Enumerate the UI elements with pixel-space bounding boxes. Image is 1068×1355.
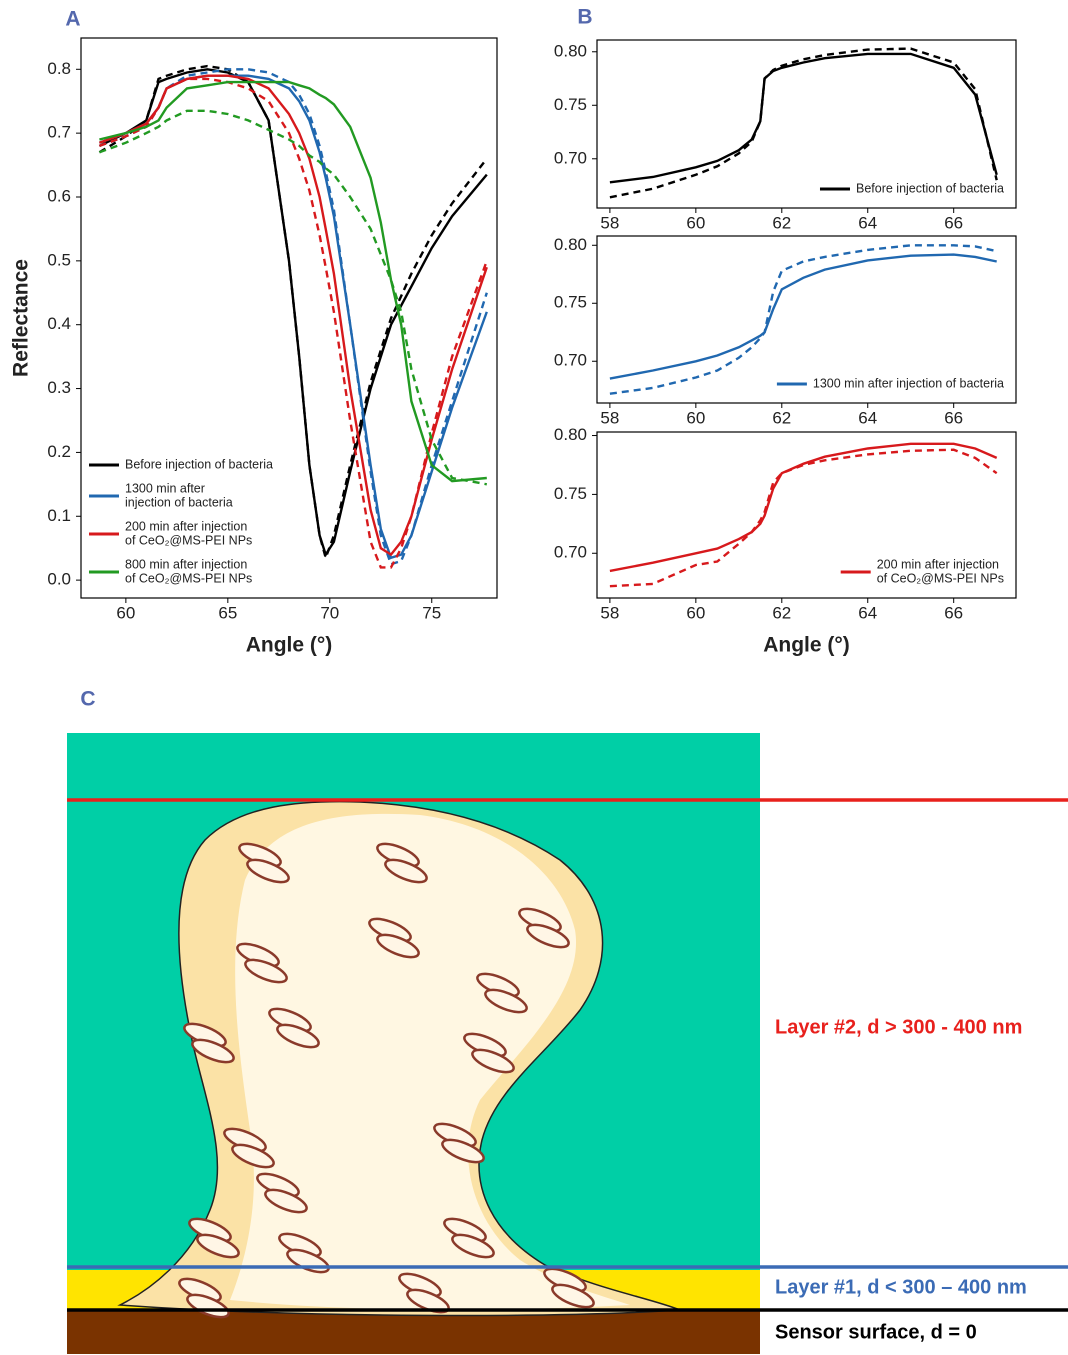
panel-label: A (65, 8, 80, 31)
diagram (67, 733, 760, 1354)
legend: Before injection of bacteria 1300 min aft… (89, 457, 273, 585)
legend-label: of CeO₂@MS-PEI NPs (125, 533, 252, 547)
bacterium (196, 1233, 240, 1259)
x-tick-label: 65 (218, 603, 237, 622)
y-tick-label: 0.80 (554, 425, 587, 444)
y-tick-label: 0.1 (47, 506, 71, 525)
y-tick-label: 0.75 (554, 95, 587, 114)
legend: 1300 min after injection of bacteria (776, 376, 1004, 390)
bacterium (264, 1188, 308, 1214)
x-tick-label: 58 (600, 213, 619, 232)
x-tick-label: 62 (772, 213, 791, 232)
y-tick-label: 0.7 (47, 123, 71, 142)
legend-label: 200 min after injection (877, 557, 999, 571)
bacterium (471, 1048, 515, 1074)
series-line (99, 80, 487, 483)
panel-label: C (80, 688, 95, 711)
bacterium (526, 923, 570, 949)
x-tick-label: 75 (422, 603, 441, 622)
y-tick-label: 0.75 (554, 293, 587, 312)
bacterium (246, 858, 290, 884)
y-tick-label: 0.80 (554, 235, 587, 254)
bacteria (178, 842, 595, 1319)
series-line-dashed (98, 64, 488, 562)
y-tick-label: 0.6 (47, 186, 71, 205)
y-tick-label: 0.2 (47, 442, 71, 461)
x-tick-label: 60 (686, 603, 705, 622)
series-line-dashed (98, 77, 488, 569)
series-line (609, 442, 998, 573)
x-tick-label: 62 (772, 408, 791, 427)
x-axis-label: Angle (°) (763, 634, 850, 657)
legend-label: Before injection of bacteria (856, 181, 1004, 195)
legend-label: injection of bacteria (125, 495, 233, 509)
series-line (609, 52, 998, 184)
y-tick-label: 0.4 (47, 314, 71, 333)
series-line-dashed (98, 109, 488, 486)
y-tick-label: 0.75 (554, 484, 587, 503)
panel-label: B (577, 6, 592, 29)
bacterium (484, 988, 528, 1014)
legend-label: of CeO₂@MS-PEI NPs (877, 571, 1004, 585)
y-tick-label: 0.3 (47, 378, 71, 397)
biofilm-core (230, 813, 630, 1310)
x-tick-label: 60 (686, 408, 705, 427)
x-tick-label: 70 (320, 603, 339, 622)
x-tick-label: 60 (116, 603, 135, 622)
y-tick-label: 0.70 (554, 543, 587, 562)
x-tick-label: 64 (858, 213, 877, 232)
bacterium (551, 1283, 595, 1309)
x-tick-label: 60 (686, 213, 705, 232)
layer-label: Sensor surface, d = 0 (775, 1321, 977, 1343)
x-tick-label: 66 (944, 603, 963, 622)
series-line-dashed (609, 47, 998, 199)
layer-label: Layer #1, d < 300 – 400 nm (775, 1276, 1027, 1298)
bacterium (191, 1038, 235, 1064)
x-axis-label: Angle (°) (246, 634, 333, 657)
y-tick-label: 0.70 (554, 351, 587, 370)
y-axis-label: Reflectance (10, 259, 33, 377)
legend: Before injection of bacteria (819, 181, 1004, 195)
y-tick-label: 0.80 (554, 41, 587, 60)
legend-label: Before injection of bacteria (125, 457, 273, 471)
y-tick-label: 0.8 (47, 59, 71, 78)
sensor-band (67, 1310, 760, 1354)
x-tick-label: 64 (858, 408, 877, 427)
bacterium (231, 1143, 275, 1169)
x-tick-label: 64 (858, 603, 877, 622)
bacterium (441, 1138, 485, 1164)
x-tick-label: 66 (944, 408, 963, 427)
plot-frame (596, 235, 1017, 404)
series-line (609, 253, 997, 380)
x-tick-label: 66 (944, 213, 963, 232)
x-tick-label: 58 (600, 603, 619, 622)
plot-frame (596, 431, 1017, 599)
y-tick-label: 0.0 (47, 570, 71, 589)
layer-lines: Layer #2, d > 300 - 400 nm Layer #1, d < … (67, 798, 1068, 1343)
legend-label: 200 min after injection (125, 519, 247, 533)
bacterium (276, 1023, 320, 1049)
bacterium (244, 958, 288, 984)
bacterium (451, 1233, 495, 1259)
series-line (98, 74, 488, 557)
x-tick-label: 58 (600, 408, 619, 427)
plot-frame (596, 39, 1017, 209)
x-tick-label: 62 (772, 603, 791, 622)
y-tick-label: 0.5 (47, 250, 71, 269)
bacterium (376, 933, 420, 959)
bacterium (384, 858, 428, 884)
legend-label: 1300 min after (125, 481, 205, 495)
series-line (98, 68, 488, 558)
layer-label: Layer #2, d > 300 - 400 nm (775, 1016, 1022, 1038)
y-tick-label: 0.70 (554, 148, 587, 167)
legend-label: of CeO₂@MS-PEI NPs (125, 571, 252, 585)
legend-label: 800 min after injection (125, 557, 247, 571)
legend-label: 1300 min after injection of bacteria (813, 376, 1004, 390)
plot-frame (80, 37, 498, 599)
series-line-dashed (609, 244, 997, 395)
